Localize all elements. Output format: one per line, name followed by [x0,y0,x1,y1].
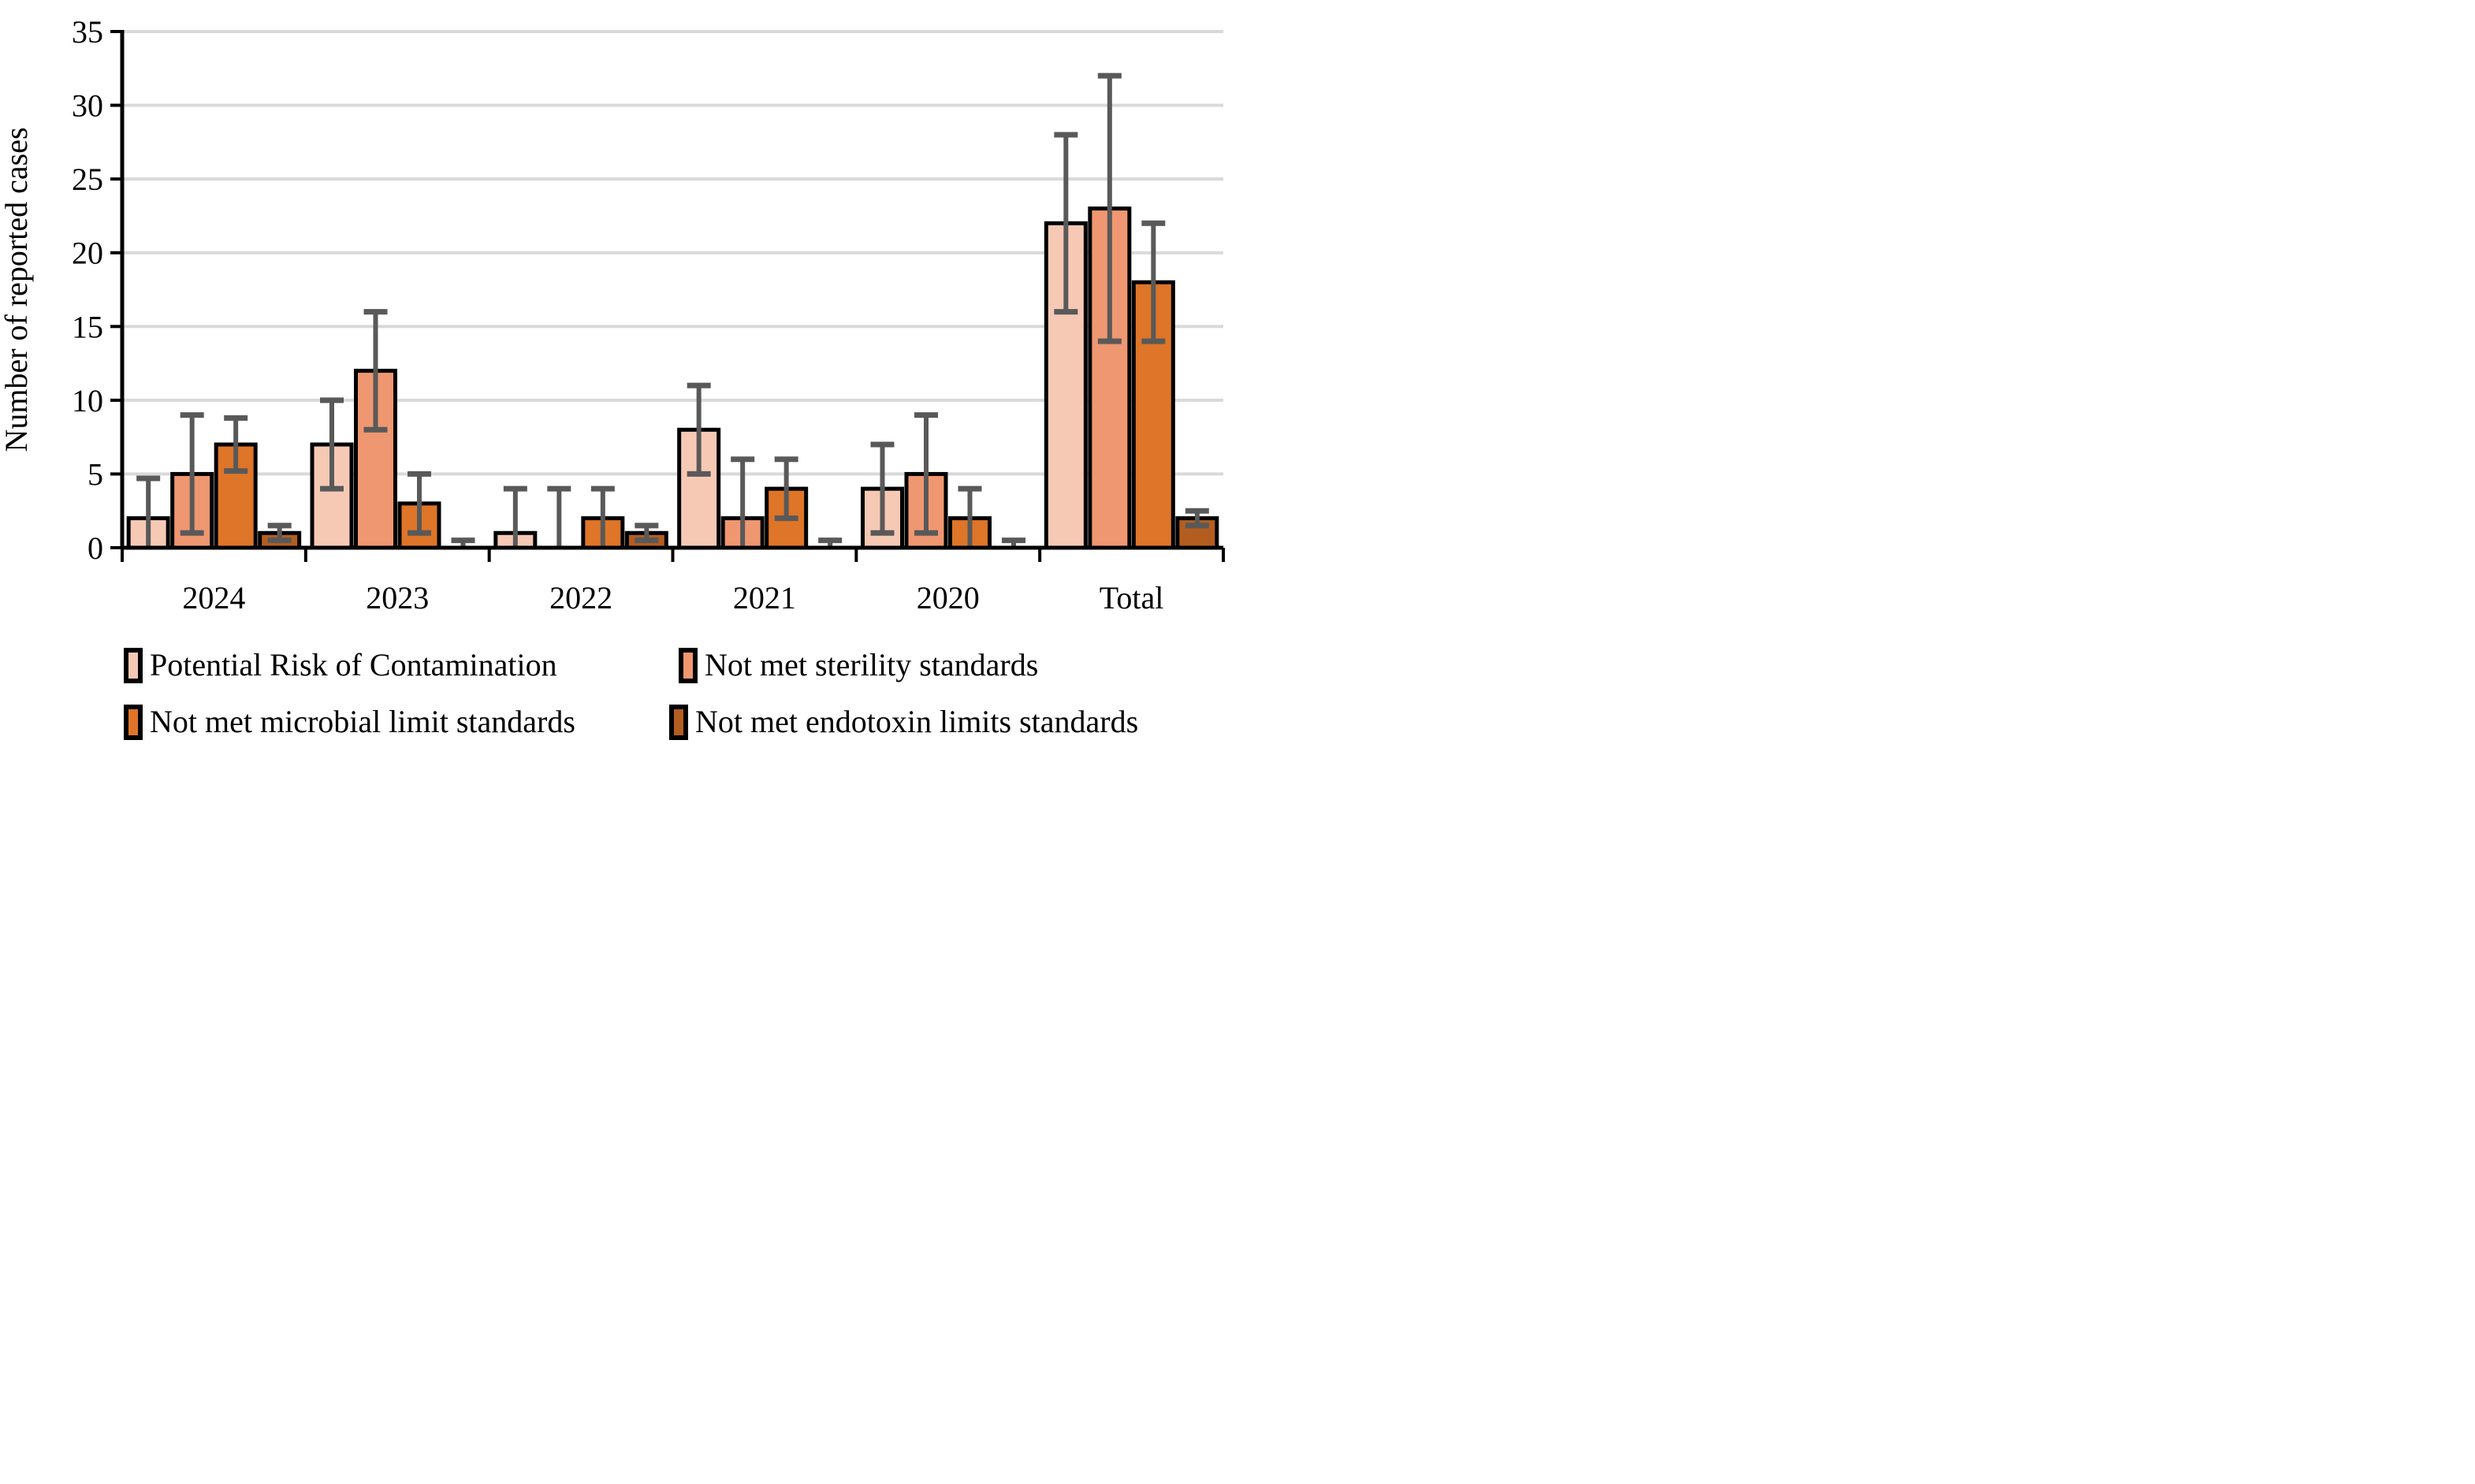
x-category-label-2021: 2021 [733,580,796,616]
legend-swatch-endotoxin [669,704,688,740]
legend-swatch-potential-risk [124,647,143,683]
y-axis-title: Number of reported cases [0,127,34,452]
legend-swatch-microbial [124,704,143,740]
y-tick-label-35: 35 [72,14,103,50]
legend-item-endotoxin: Not met endotoxin limits standards [669,703,1138,741]
x-category-label-2023: 2023 [366,580,429,616]
legend-item-sterility: Not met sterility standards [679,646,1038,684]
legend-label-sterility: Not met sterility standards [705,647,1039,682]
x-category-label-2020: 2020 [917,580,980,616]
x-category-label-2022: 2022 [549,580,612,616]
bar-chart-canvas: 0 5 10 15 20 25 30 35 2024 2023 2022 2021 2020 Total N… [0,14,1225,616]
legend-item-microbial: Not met microbial limit standards [124,703,575,741]
legend-label-endotoxin: Not met endotoxin limits standards [695,704,1139,739]
x-category-label-2024: 2024 [182,580,245,616]
legend-label-microbial: Not met microbial limit standards [150,704,575,739]
legend-label-potential-risk: Potential Risk of Contamination [150,647,557,682]
y-tick-label-5: 5 [87,456,103,492]
y-tick-label-20: 20 [72,236,103,271]
y-tick-label-0: 0 [87,530,103,566]
y-tick-label-10: 10 [72,383,103,418]
x-category-label-Total: Total [1100,580,1164,616]
legend-swatch-sterility [679,647,698,683]
legend-item-potential-risk: Potential Risk of Contamination [124,646,557,684]
chart-figure: 0 5 10 15 20 25 30 35 2024 2023 2022 2021 2020 Total N… [0,0,1238,742]
y-tick-label-15: 15 [72,309,103,344]
bar-Total-series2 [1088,206,1132,550]
y-tick-label-25: 25 [72,162,103,197]
y-tick-label-30: 30 [72,88,103,124]
